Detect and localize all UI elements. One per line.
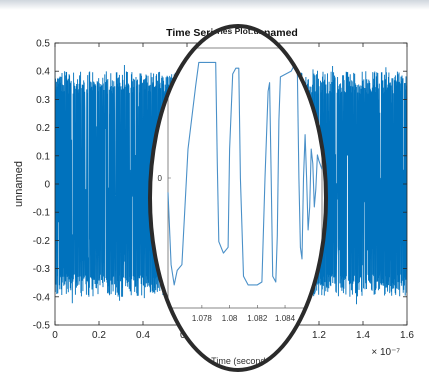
- y-axis-label: unnamed: [13, 161, 25, 207]
- zoom-x-tick-label: 1.078: [192, 314, 213, 323]
- y-tick-label: 0.1: [36, 151, 50, 162]
- x-tick-label: 1.4: [356, 330, 370, 341]
- y-tick-label: -0.2: [33, 236, 51, 247]
- y-tick-label: 0.4: [36, 67, 50, 78]
- magnifier-lens: Time Series Plot:unnamed 0 1.078 1.08 1.082 1…: [148, 24, 328, 372]
- zoom-x-tick-label: 1.08: [222, 314, 238, 323]
- x-axis-exponent: × 10⁻⁷: [371, 347, 400, 358]
- y-tick-label: -0.5: [33, 321, 51, 332]
- zoom-x-tick-label: 1.084: [275, 314, 296, 323]
- y-tick-label: 0: [44, 180, 50, 191]
- y-tick-label: 0.2: [36, 123, 50, 134]
- y-tick-label: -0.1: [33, 208, 51, 219]
- zoom-title: Time Series Plot:unnamed: [185, 26, 292, 36]
- magnifier-background: [150, 26, 326, 370]
- x-tick-label: 1.2: [312, 330, 326, 341]
- y-tick-label: 0.3: [36, 95, 50, 106]
- y-tick-label: 0.5: [36, 39, 50, 50]
- zoom-signal: [167, 61, 323, 286]
- zoom-x-axis-label: Time (seconds): [211, 356, 273, 366]
- window-edge: [0, 0, 429, 10]
- zoom-y-tick-label: 0: [158, 174, 163, 183]
- zoom-x-tick-label: 1.082: [247, 314, 268, 323]
- x-tick-label: 1.6: [400, 330, 414, 341]
- magnifier-content: Time Series Plot:unnamed 0 1.078 1.08 1.082 1…: [150, 26, 326, 370]
- y-tick-label: -0.3: [33, 264, 51, 275]
- y-tick-label: -0.4: [33, 292, 51, 303]
- x-tick-label: 0.2: [92, 330, 106, 341]
- x-tick-label: 0.4: [136, 330, 150, 341]
- x-tick-label: 0: [52, 330, 58, 341]
- magnifier-rim: [148, 24, 328, 372]
